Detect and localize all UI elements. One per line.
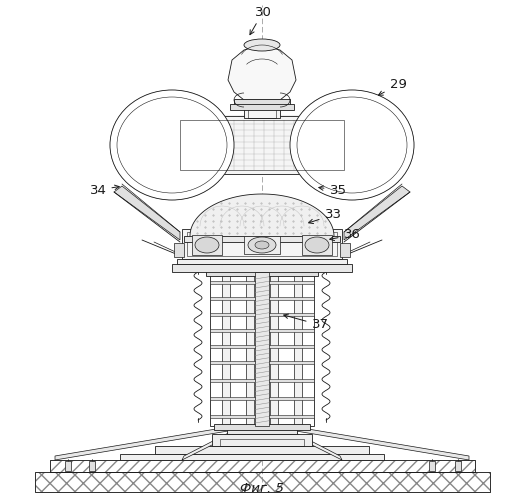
Ellipse shape bbox=[305, 237, 329, 253]
Bar bbox=[174, 243, 184, 257]
Text: Фиг. 5: Фиг. 5 bbox=[240, 482, 284, 496]
Bar bbox=[429, 461, 435, 471]
Bar bbox=[220, 439, 304, 446]
Bar bbox=[214, 424, 310, 430]
Text: 33: 33 bbox=[309, 208, 341, 224]
Bar bbox=[210, 379, 314, 382]
Bar bbox=[187, 232, 337, 256]
Bar bbox=[210, 266, 314, 426]
Bar bbox=[302, 235, 332, 255]
Bar bbox=[220, 439, 304, 446]
Polygon shape bbox=[55, 426, 234, 460]
Ellipse shape bbox=[110, 90, 234, 200]
Bar bbox=[155, 446, 369, 454]
Bar bbox=[184, 236, 340, 242]
Bar bbox=[210, 329, 314, 332]
Polygon shape bbox=[114, 186, 180, 240]
Bar bbox=[35, 472, 490, 492]
Bar bbox=[222, 274, 230, 426]
Bar bbox=[50, 460, 475, 472]
Ellipse shape bbox=[255, 241, 269, 249]
Bar bbox=[172, 264, 352, 272]
Bar bbox=[230, 104, 294, 110]
Bar bbox=[174, 116, 350, 174]
Bar bbox=[227, 426, 297, 434]
Text: 37: 37 bbox=[284, 314, 329, 332]
Bar bbox=[210, 345, 314, 348]
Text: 35: 35 bbox=[319, 184, 347, 196]
Polygon shape bbox=[228, 45, 296, 100]
Bar bbox=[160, 449, 364, 454]
Bar bbox=[50, 460, 475, 472]
Text: 34: 34 bbox=[90, 184, 119, 196]
Bar bbox=[174, 116, 350, 174]
Bar bbox=[234, 99, 290, 105]
Bar bbox=[65, 461, 71, 471]
Bar bbox=[192, 235, 222, 255]
Bar bbox=[182, 229, 342, 259]
Bar bbox=[210, 297, 314, 300]
Bar bbox=[248, 104, 276, 118]
Bar bbox=[246, 274, 254, 426]
Bar bbox=[120, 454, 384, 460]
Polygon shape bbox=[282, 426, 342, 460]
Polygon shape bbox=[344, 186, 410, 240]
Text: 30: 30 bbox=[250, 6, 271, 34]
Text: 29: 29 bbox=[379, 78, 406, 95]
Bar bbox=[244, 100, 280, 118]
Bar bbox=[244, 236, 280, 254]
Text: 36: 36 bbox=[330, 228, 361, 241]
Bar bbox=[212, 434, 312, 446]
Bar bbox=[180, 120, 344, 170]
Bar bbox=[35, 472, 490, 492]
Bar bbox=[206, 268, 318, 276]
Polygon shape bbox=[290, 426, 469, 460]
Bar bbox=[294, 274, 302, 426]
Bar bbox=[89, 461, 95, 471]
Ellipse shape bbox=[244, 39, 280, 51]
Ellipse shape bbox=[195, 237, 219, 253]
Bar bbox=[177, 259, 347, 264]
Polygon shape bbox=[190, 194, 334, 236]
Bar bbox=[210, 397, 314, 400]
Bar bbox=[210, 415, 314, 418]
Ellipse shape bbox=[248, 237, 276, 253]
Bar bbox=[210, 281, 314, 284]
Bar bbox=[340, 243, 350, 257]
Bar bbox=[210, 313, 314, 316]
Bar bbox=[455, 461, 461, 471]
Polygon shape bbox=[182, 426, 242, 460]
Bar bbox=[210, 361, 314, 364]
Ellipse shape bbox=[290, 90, 414, 200]
Bar bbox=[270, 274, 278, 426]
Bar bbox=[255, 272, 269, 426]
